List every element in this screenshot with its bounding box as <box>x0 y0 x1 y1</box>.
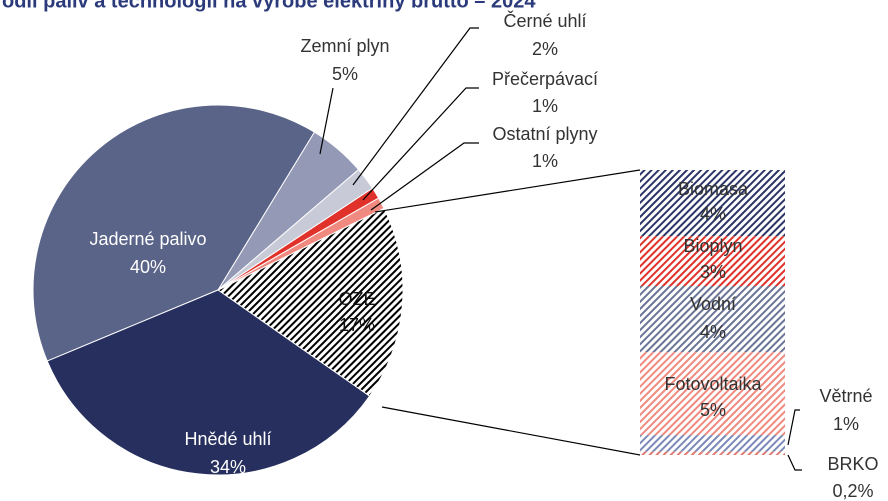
bar-segment <box>640 451 785 455</box>
slice-label: Hnědé uhlí <box>184 429 271 449</box>
chart-title: odíl paliv a technologií na výrobě elekt… <box>2 0 536 12</box>
bar-value: 0,2% <box>832 481 873 501</box>
slice-label: Černé uhlí <box>503 10 586 31</box>
slice-label: Zemní plyn <box>300 36 389 56</box>
leader-line <box>787 454 802 471</box>
slice-value: 5% <box>332 64 358 84</box>
pie-slice <box>32 104 316 362</box>
bar-segment <box>640 285 785 353</box>
slice-value: 40% <box>130 257 166 277</box>
bar-segment <box>640 435 785 452</box>
connector-line <box>381 406 641 456</box>
bar-label: Fotovoltaika <box>664 374 762 394</box>
slice-value: 1% <box>532 151 558 171</box>
bar-value: 3% <box>700 262 726 282</box>
leader-line <box>787 409 800 446</box>
slice-label: Ostatní plyny <box>492 124 597 144</box>
bar-label: Bioplyn <box>683 236 742 256</box>
slice-value: 2% <box>532 39 558 59</box>
slice-label: Jaderné palivo <box>89 229 206 249</box>
slice-label: OZE <box>338 289 375 309</box>
leader-line <box>362 87 479 201</box>
bar-value: 4% <box>700 204 726 224</box>
bar-value: 1% <box>833 414 859 434</box>
bar-label: Vodní <box>690 294 736 314</box>
slice-label: Přečerpávací <box>492 69 598 89</box>
bar-segment <box>640 236 785 286</box>
slice-value: 1% <box>532 96 558 116</box>
connector-line <box>374 169 641 213</box>
bar-segment <box>640 170 785 237</box>
pie-slice <box>217 207 404 397</box>
slice-value: 34% <box>210 457 246 477</box>
bar-label: Větrné <box>819 386 872 406</box>
leader-line <box>352 27 479 186</box>
leader-line <box>319 87 334 155</box>
bar-value: 5% <box>700 400 726 420</box>
bar-segment <box>640 352 785 436</box>
bar-label: BRKO <box>827 454 878 474</box>
leader-line <box>370 142 479 211</box>
bar-value: 4% <box>700 322 726 342</box>
pie-slice <box>46 289 371 476</box>
slice-value: 17% <box>339 315 375 335</box>
bar-label: Biomasa <box>678 179 749 199</box>
